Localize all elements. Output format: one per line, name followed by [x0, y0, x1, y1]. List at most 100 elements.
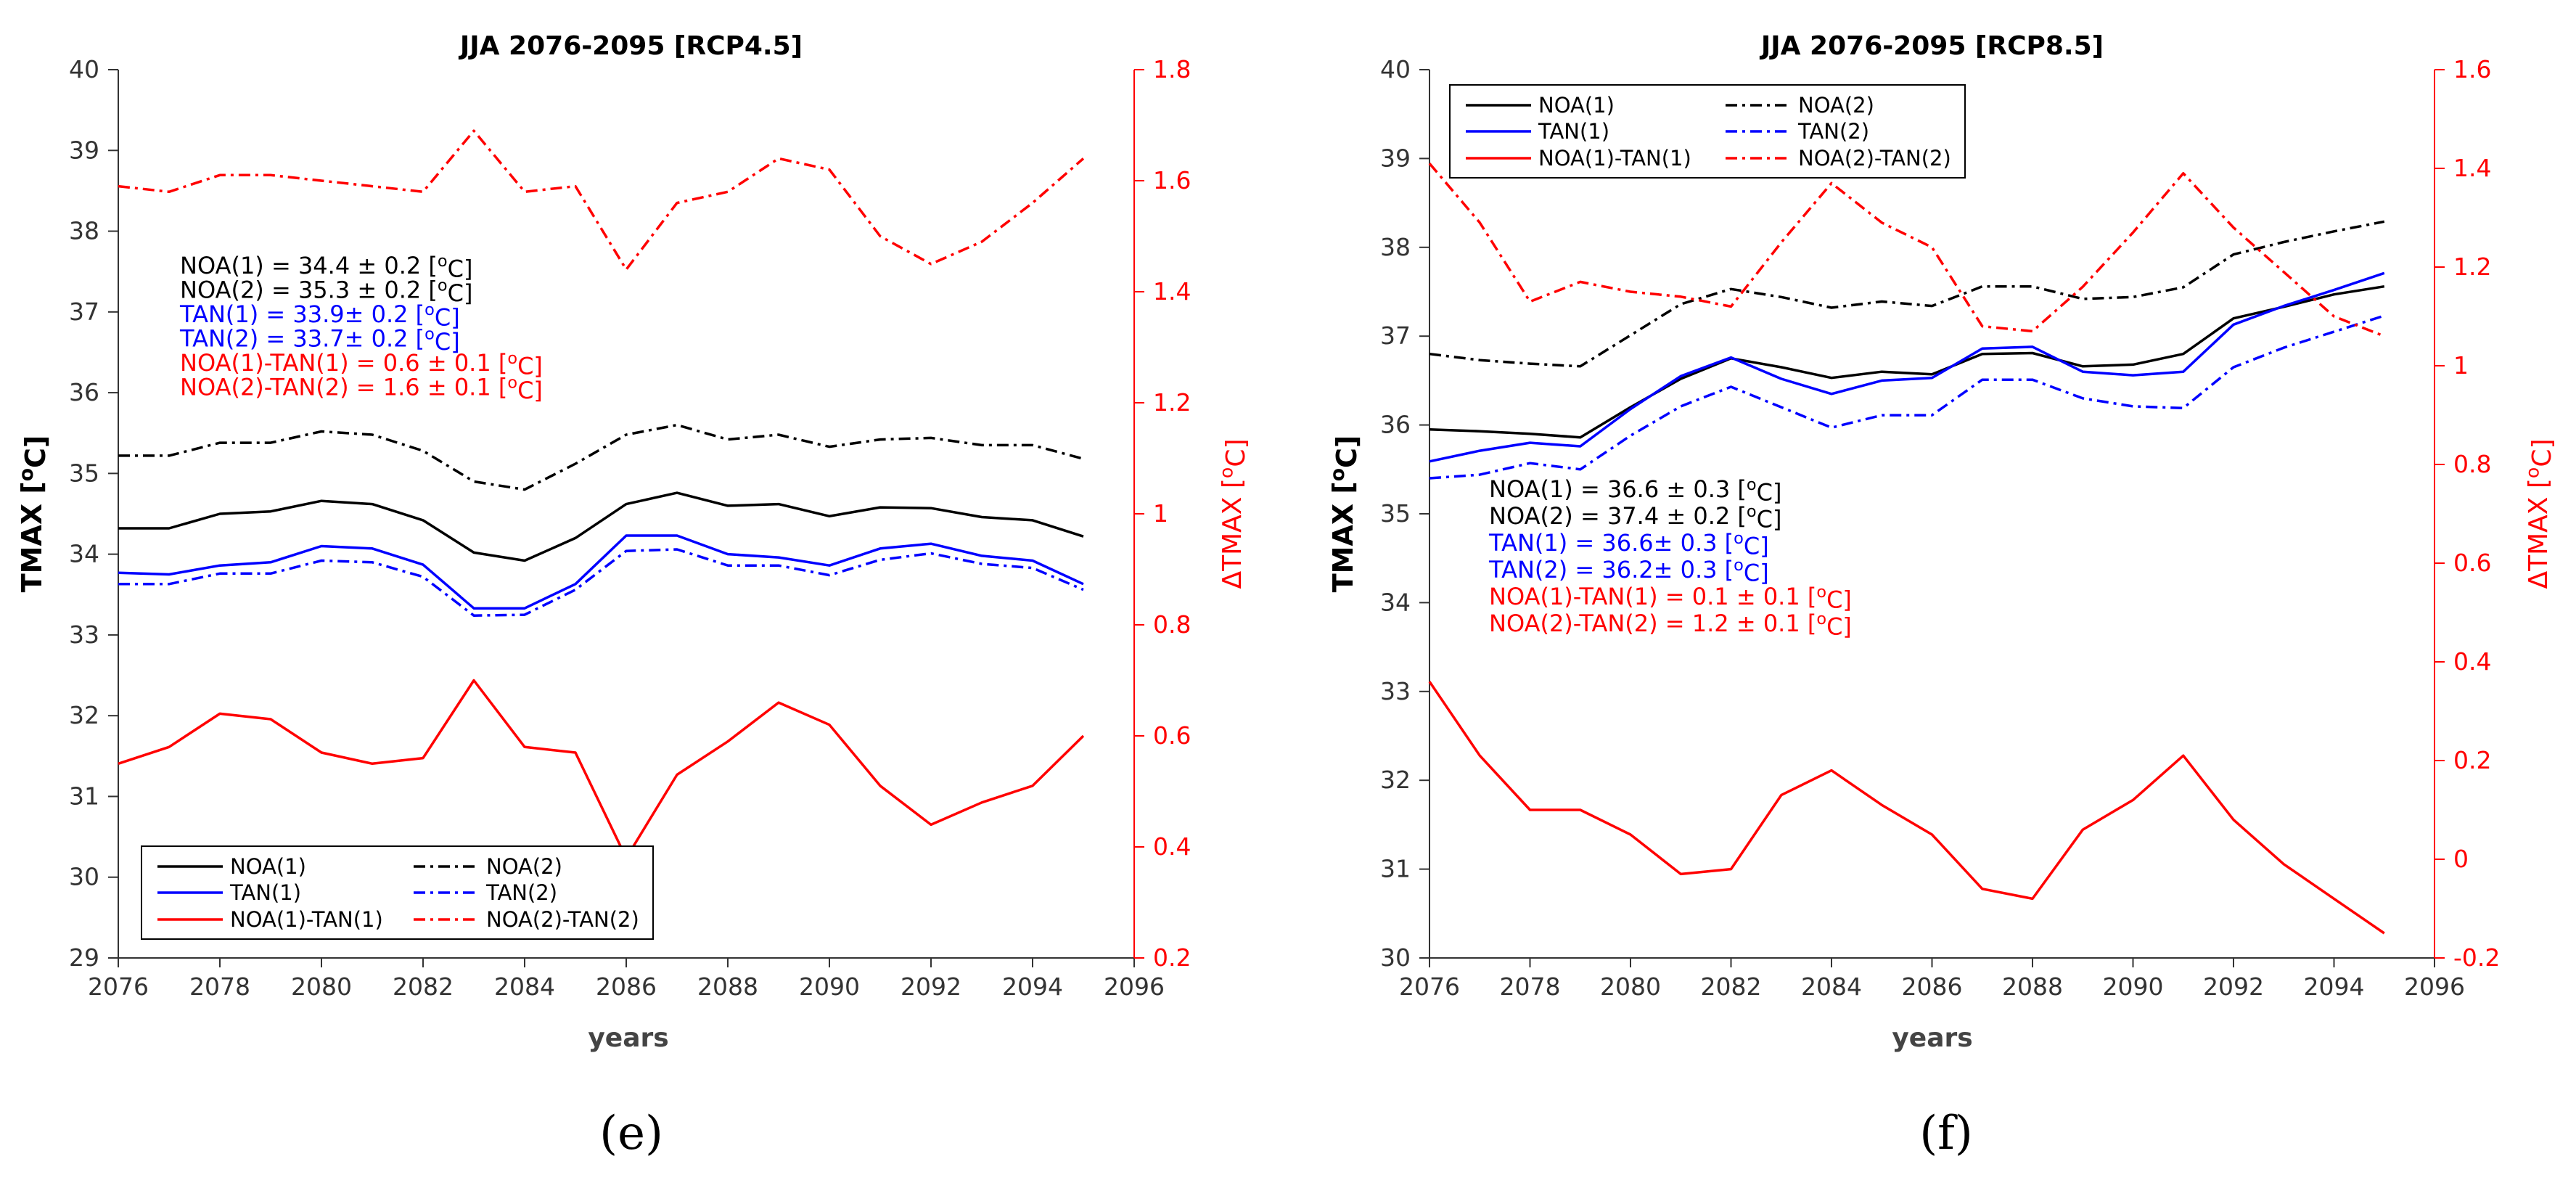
- series-line-noa-2-: [1429, 220, 2385, 368]
- legend-label: NOA(1)-TAN(1): [1538, 146, 1691, 171]
- y-tick-label-right: 1.4: [2453, 154, 2491, 182]
- y-tick-label-right: 1.6: [2453, 55, 2491, 83]
- y-tick-label-right: 0.6: [1153, 721, 1191, 750]
- stat-annotation: NOA(2) = 37.4 ± 0.2 [oC]: [1489, 502, 1781, 533]
- y-tick-label-left: 37: [1380, 321, 1411, 350]
- x-tick-label: 2078: [1500, 972, 1561, 1001]
- y-tick-label-left: 30: [1380, 943, 1411, 972]
- y-tick-label-right: 0.2: [1153, 943, 1191, 972]
- legend-label: NOA(2)-TAN(2): [486, 907, 639, 932]
- legend-box: [1449, 84, 1966, 179]
- y-tick-label-left: 31: [69, 782, 99, 810]
- y-tick-label-left: 33: [69, 620, 99, 649]
- y-tick-label-left: 40: [69, 55, 99, 83]
- legend-label: NOA(2): [1798, 93, 1874, 118]
- x-tick-label: 2076: [88, 972, 149, 1001]
- y-tick-label-right: 1: [2453, 351, 2469, 380]
- chart-title: JJA 2076-2095 [RCP4.5]: [458, 31, 803, 61]
- stat-annotation: TAN(1) = 33.9± 0.2 [oC]: [179, 300, 460, 331]
- y-tick-label-right: 1.4: [1153, 277, 1191, 306]
- legend-label: TAN(1): [229, 880, 301, 905]
- x-tick-label: 2094: [1002, 972, 1063, 1001]
- x-axis-label: years: [1892, 1023, 1972, 1053]
- y-axis-label-left: TMAX [oC]: [15, 435, 52, 593]
- legend-label: NOA(1)-TAN(1): [230, 907, 383, 932]
- series-line-noa-1-tan-1-: [118, 679, 1085, 860]
- y-tick-label-left: 39: [1380, 144, 1411, 172]
- y-tick-label-left: 40: [1380, 55, 1411, 83]
- x-tick-label: 2080: [1600, 972, 1661, 1001]
- legend-label: NOA(2)-TAN(2): [1798, 146, 1951, 171]
- y-tick-label-right: 0.2: [2453, 746, 2491, 774]
- legend: NOA(1) NOA(2) TAN(1) TAN(2) NOA(1)-TAN(1) NOA…: [1449, 84, 1966, 179]
- y-tick-label-right: 0.4: [2453, 647, 2491, 676]
- series-line-tan-2-: [1429, 314, 2385, 480]
- y-tick-label-left: 35: [1380, 499, 1411, 528]
- x-tick-label: 2092: [2203, 972, 2264, 1001]
- chart-panel-2: 2076 2078 2080 2082 2084 2086 2088 2090 2092 2094…: [1326, 31, 2557, 1160]
- y-tick-label-right: 1: [1153, 499, 1168, 528]
- stat-annotation: NOA(1) = 36.6 ± 0.3 [oC]: [1489, 475, 1781, 506]
- series-line-tan-1-: [118, 534, 1084, 610]
- y-tick-label-right: 0.4: [1153, 832, 1191, 861]
- x-axis-label: years: [588, 1023, 668, 1053]
- series-line-tan-2-: [118, 548, 1084, 617]
- y-tick-label-right: 1.2: [2453, 253, 2491, 281]
- x-tick-label: 2084: [1801, 972, 1862, 1001]
- stat-annotation: NOA(2)-TAN(2) = 1.6 ± 0.1 [oC]: [180, 373, 543, 403]
- y-tick-label-left: 30: [69, 863, 99, 891]
- series-line-noa-2-tan-2-: [1428, 163, 2385, 337]
- chart-panel-1: 2076 2078 2080 2082 2084 2086 2088 2090 2092 2094…: [15, 31, 1251, 1160]
- series-line-noa-2-tan-2-: [118, 129, 1085, 271]
- y-tick-label-left: 34: [69, 540, 99, 568]
- y-tick-label-left: 36: [69, 378, 99, 406]
- y-tick-label-left: 29: [69, 943, 99, 972]
- x-tick-label: 2088: [2002, 972, 2063, 1001]
- series-line-tan-1-: [1429, 271, 2385, 463]
- y-tick-label-left: 31: [1380, 855, 1411, 883]
- y-tick-label-left: 38: [69, 217, 99, 245]
- x-tick-label: 2076: [1399, 972, 1460, 1001]
- legend-label: TAN(1): [1538, 119, 1609, 144]
- series-line-noa-2-: [118, 423, 1084, 491]
- y-tick-label-left: 32: [1380, 766, 1411, 794]
- stat-annotation: NOA(2) = 35.3 ± 0.2 [oC]: [180, 276, 472, 306]
- x-tick-label: 2092: [901, 972, 961, 1001]
- stat-annotation: TAN(1) = 36.6± 0.3 [oC]: [1488, 529, 1769, 560]
- x-tick-label: 2084: [494, 972, 555, 1001]
- panel-label: (f): [1919, 1107, 1973, 1160]
- y-tick-label-left: 37: [69, 298, 99, 326]
- x-tick-label: 2080: [291, 972, 352, 1001]
- x-tick-label: 2078: [189, 972, 250, 1001]
- series-line-noa-1-tan-1-: [1428, 681, 2385, 935]
- y-tick-label-right: 0.8: [2453, 450, 2491, 478]
- y-tick-label-right: 1.6: [1153, 166, 1191, 194]
- legend-label: NOA(1): [230, 854, 306, 879]
- x-tick-label: 2086: [596, 972, 657, 1001]
- x-tick-label: 2086: [1902, 972, 1963, 1001]
- y-tick-label-right: 1.2: [1153, 388, 1191, 417]
- y-tick-label-left: 38: [1380, 233, 1411, 261]
- series-line-noa-1-: [118, 491, 1084, 562]
- legend-box: [141, 845, 654, 940]
- stat-annotation: TAN(2) = 36.2± 0.3 [oC]: [1488, 556, 1769, 586]
- y-tick-label-right: 0.8: [1153, 610, 1191, 639]
- y-axis-label-left: TMAX [oC]: [1326, 435, 1363, 593]
- x-tick-label: 2090: [2103, 972, 2164, 1001]
- stat-annotation: NOA(1)-TAN(1) = 0.6 ± 0.1 [oC]: [180, 349, 543, 380]
- x-tick-label: 2094: [2304, 972, 2365, 1001]
- chart-title: JJA 2076-2095 [RCP8.5]: [1759, 31, 2104, 61]
- legend: NOA(1) NOA(2) TAN(1) TAN(2) NOA(1)-TAN(1) NOA…: [141, 845, 654, 940]
- y-tick-label-left: 34: [1380, 588, 1411, 616]
- y-tick-label-left: 32: [69, 701, 99, 729]
- x-tick-label: 2088: [697, 972, 758, 1001]
- x-tick-label: 2090: [799, 972, 860, 1001]
- panel-label: (e): [599, 1107, 663, 1160]
- series-line-noa-1-: [1429, 284, 2385, 439]
- y-tick-label-right: 1.8: [1153, 55, 1191, 83]
- y-tick-label-right: -0.2: [2453, 943, 2500, 972]
- legend-label: TAN(2): [485, 880, 557, 905]
- x-tick-label: 2082: [393, 972, 454, 1001]
- y-tick-label-left: 36: [1380, 411, 1411, 439]
